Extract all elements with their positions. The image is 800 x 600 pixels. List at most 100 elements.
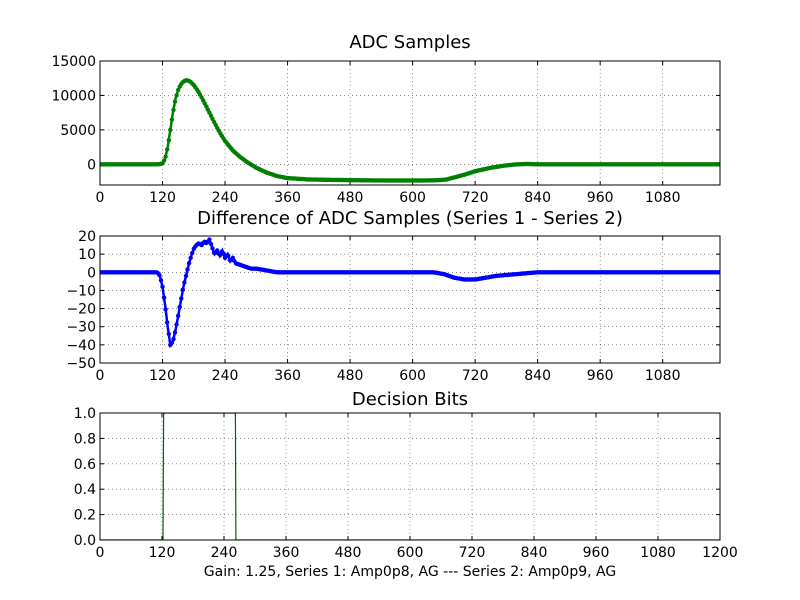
diff-data-point	[163, 307, 168, 312]
adc-xtick-label: 240	[212, 190, 239, 206]
adc-data-point	[716, 162, 720, 167]
adc-xtick-label: 480	[337, 190, 364, 206]
diff-data-point	[158, 278, 164, 283]
diff-ytick-label: 0	[87, 265, 96, 281]
adc-xtick-label: 0	[96, 190, 105, 206]
decision-xtick-label: 240	[211, 545, 238, 561]
diff-data-point	[185, 267, 190, 272]
diff-data-point	[169, 340, 175, 345]
adc-data-point	[168, 127, 173, 133]
diff-data-point	[182, 280, 187, 285]
diff-data-point	[179, 296, 184, 301]
diff-data-point	[221, 251, 226, 256]
diff-ytick-label: −20	[66, 302, 96, 318]
diff-data-point	[172, 330, 178, 335]
diff-data-point	[210, 246, 215, 251]
adc-data-point	[172, 99, 178, 104]
diff-xtick-label: 120	[149, 368, 176, 384]
adc-axes-frame	[99, 60, 721, 186]
decision-ytick-label: 0.4	[74, 482, 96, 498]
adc-ytick-label: 15000	[51, 54, 96, 70]
adc-ytick-label: 0	[87, 157, 96, 173]
adc-xtick-label: 360	[274, 190, 301, 206]
diff-data-point	[188, 255, 193, 260]
decision-xtick-label: 360	[273, 545, 300, 561]
diff-data-point	[161, 295, 167, 300]
decision-xtick-label: 960	[583, 545, 610, 561]
adc-data-point	[174, 93, 179, 98]
decision-xtick-label: 1080	[640, 545, 676, 561]
decision-ytick-label: 0.0	[74, 533, 96, 549]
decision-ytick-label: 0.2	[74, 508, 96, 524]
diff-axes-frame	[99, 235, 721, 364]
diff-data-point	[215, 248, 220, 253]
diff-data-point	[171, 336, 176, 342]
adc-ytick-label: 10000	[51, 88, 96, 104]
adc-xtick-label: 600	[399, 190, 426, 206]
adc-ytick-label: 5000	[60, 123, 96, 139]
panel-adc-samples: ADC Samples 0 120 240 360 480 600 720 840 960 1080…	[51, 32, 721, 206]
diff-data-point	[157, 273, 162, 278]
adc-data-point	[165, 147, 170, 152]
adc-xtick-label: 720	[462, 190, 489, 206]
decision-xtick-label: 120	[149, 545, 176, 561]
diff-data-point	[226, 253, 231, 258]
diff-data-point	[180, 287, 185, 292]
diff-xtick-label: 720	[462, 368, 489, 384]
adc-title: ADC Samples	[349, 32, 470, 53]
diff-xtick-label: 600	[399, 368, 426, 384]
diff-ytick-label: −40	[66, 338, 96, 354]
diff-ytick-label: −50	[66, 356, 96, 372]
decision-ytick-label: 1.0	[74, 406, 96, 422]
diff-data-point	[165, 320, 170, 325]
diff-data-point	[183, 273, 189, 279]
adc-data-point	[166, 138, 171, 143]
diff-xtick-label: 960	[587, 368, 614, 384]
adc-data-point	[161, 158, 167, 163]
decision-xtick-label: 600	[397, 545, 424, 561]
diff-data-point	[208, 241, 214, 247]
diff-data-point	[176, 313, 181, 318]
adc-data-point	[169, 117, 175, 122]
diff-ytick-label: 20	[78, 229, 96, 245]
diff-ytick-label: −10	[66, 283, 96, 299]
adc-data-point	[163, 154, 168, 159]
diff-data-point	[174, 322, 179, 327]
diff-xtick-label: 0	[96, 368, 105, 384]
adc-xtick-label: 1080	[645, 190, 681, 206]
decision-xtick-label: 0	[96, 545, 105, 561]
adc-xtick-label: 840	[524, 190, 551, 206]
decision-xtick-label: 840	[521, 545, 548, 561]
decision-axes-frame	[99, 412, 721, 541]
diff-xtick-label: 240	[212, 368, 239, 384]
adc-data-point	[171, 107, 176, 113]
decision-ytick-label: 0.6	[74, 457, 96, 473]
adc-xtick-label: 960	[587, 190, 614, 206]
decision-xtick-label: 1200	[702, 545, 738, 561]
adc-xtick-label: 120	[149, 190, 176, 206]
diff-series-line	[100, 236, 720, 349]
diff-data-point	[716, 270, 720, 275]
adc-data-point	[176, 87, 181, 93]
diff-xtick-label: 840	[524, 368, 551, 384]
diff-ytick-label: −30	[66, 320, 96, 336]
diff-ytick-label: 10	[78, 247, 96, 263]
diff-title: Difference of ADC Samples (Series 1 - Se…	[197, 208, 623, 229]
figure-caption: Gain: 1.25, Series 1: Amp0p8, AG --- Ser…	[204, 564, 616, 580]
diff-data-point	[177, 304, 182, 310]
diff-data-point	[160, 284, 165, 289]
diff-xtick-label: 360	[274, 368, 301, 384]
diff-xtick-label: 480	[337, 368, 364, 384]
diff-data-point	[207, 237, 212, 242]
decision-ytick-label: 0.8	[74, 431, 96, 447]
panel-decision-bits: Decision Bits 0 120 240 360 480 600 720 840 960 10…	[74, 389, 738, 561]
diff-data-point	[166, 331, 171, 337]
decision-xtick-label: 480	[335, 545, 362, 561]
decision-series-line	[100, 413, 720, 540]
decision-xtick-label: 720	[459, 545, 486, 561]
diff-data-point	[190, 250, 195, 256]
diff-xtick-label: 1080	[645, 368, 681, 384]
panel-difference: Difference of ADC Samples (Series 1 - Se…	[66, 208, 721, 384]
diff-data-point	[186, 261, 192, 266]
